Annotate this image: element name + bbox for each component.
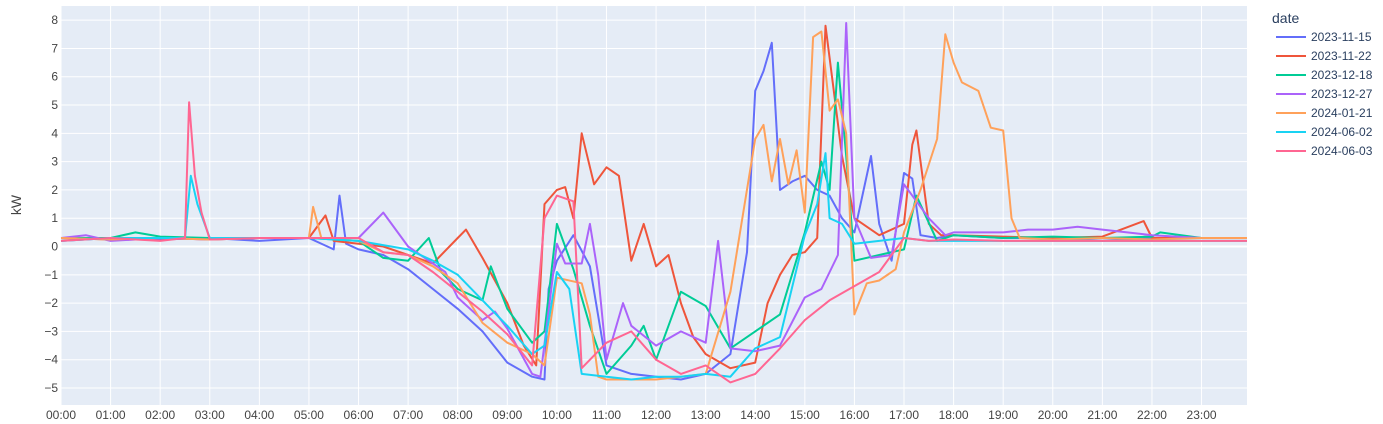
x-tick-label: 20:00 [1038,408,1068,422]
y-tick-label: −5 [44,381,58,395]
x-tick-label: 19:00 [988,408,1018,422]
y-axis-title: kW [8,194,24,215]
plot-background [61,6,1247,405]
x-tick-label: 11:00 [592,408,621,422]
x-tick-label: 05:00 [294,408,324,422]
x-tick-label: 18:00 [939,408,969,422]
legend-item[interactable]: 2023-11-22 [1276,49,1372,63]
legend-item[interactable]: 2024-06-02 [1276,125,1373,139]
series-line-2023-12-27 [60,22,1247,378]
y-tick-label: 7 [51,41,58,55]
y-tick-label: 4 [51,126,58,140]
x-tick-label: 22:00 [1137,408,1167,422]
y-tick-label: 1 [51,211,58,225]
x-tick-label: 04:00 [244,408,274,422]
legend-label: 2024-06-03 [1311,144,1373,158]
x-tick-label: 14:00 [740,408,770,422]
legend-label: 2023-11-15 [1311,30,1372,44]
x-tick-label: 07:00 [393,408,423,422]
x-tick-label: 09:00 [492,408,522,422]
x-tick-label: 08:00 [443,408,473,422]
y-tick-label: −3 [44,324,58,338]
x-tick-label: 13:00 [691,408,721,422]
x-tick-label: 00:00 [46,408,76,422]
legend-item[interactable]: 2023-12-18 [1276,68,1373,82]
x-tick-label: 01:00 [96,408,126,422]
legend-label: 2023-12-27 [1311,87,1373,101]
y-tick-label: −2 [44,296,58,310]
x-tick-label: 03:00 [195,408,225,422]
series-line-2024-06-03 [60,101,1247,384]
y-tick-label: 6 [51,70,58,84]
y-tick-label: −1 [44,268,58,282]
legend-item[interactable]: 2023-12-27 [1276,87,1373,101]
legend-label: 2023-12-18 [1311,68,1373,82]
legend-label: 2024-06-02 [1311,125,1373,139]
legend: date 2023-11-152023-11-222023-12-182023-… [1272,10,1373,158]
legend-item[interactable]: 2024-01-21 [1276,106,1373,120]
legend-item[interactable]: 2024-06-03 [1276,144,1373,158]
y-tick-label: 8 [51,13,58,27]
x-tick-label: 15:00 [790,408,820,422]
y-tick-label: 5 [51,98,58,112]
grid-lines [60,6,1247,405]
x-tick-label: 10:00 [542,408,572,422]
legend-items: 2023-11-15 2023-11-22 2023-12-18 2023-12-27… [1276,30,1373,158]
series-line-2023-11-22 [60,24,1247,370]
x-tick-label: 02:00 [145,408,175,422]
legend-title: date [1272,10,1299,26]
series-lines [60,22,1247,384]
y-tick-label: −4 [44,353,58,367]
x-tick-labels: 00:00 01:00 02:00 03:00 04:00 05:00 06:00 07:00… [46,408,1217,422]
x-tick-label: 17:00 [889,408,919,422]
legend-label: 2023-11-22 [1311,49,1372,63]
x-tick-label: 12:00 [641,408,671,422]
x-tick-label: 16:00 [839,408,869,422]
legend-label: 2024-01-21 [1311,106,1373,120]
y-tick-labels: −5 −4 −3 −2 −1 0 1 2 3 4 5 6 7 8 [44,13,58,395]
y-tick-label: 0 [51,240,58,254]
legend-item[interactable]: 2023-11-15 [1276,30,1372,44]
x-tick-label: 06:00 [344,408,374,422]
y-tick-label: 3 [51,155,58,169]
x-tick-label: 23:00 [1187,408,1217,422]
x-tick-label: 21:00 [1087,408,1117,422]
y-tick-label: 2 [51,183,58,197]
